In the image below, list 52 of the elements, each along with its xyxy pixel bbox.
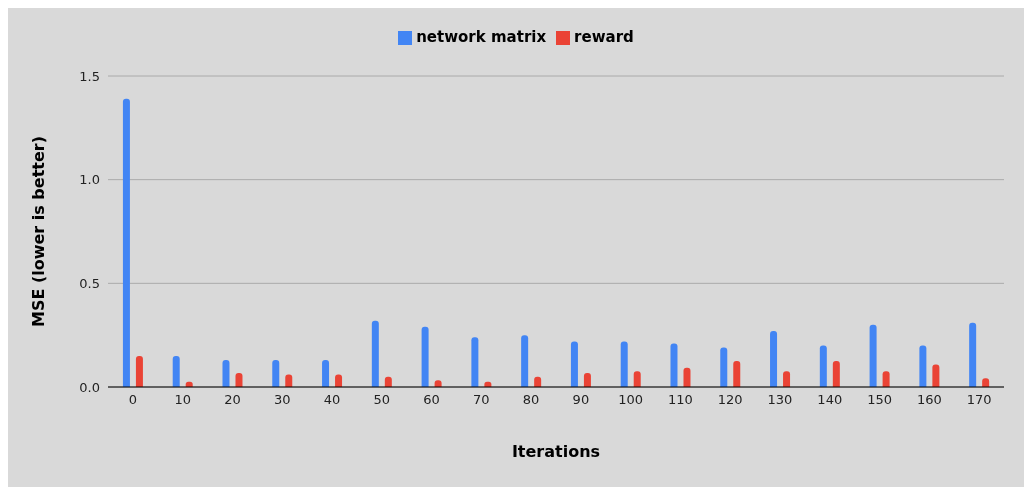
x-tick-label: 80 xyxy=(522,392,540,408)
bar xyxy=(720,347,728,387)
bar xyxy=(670,343,678,387)
x-tick-label: 160 xyxy=(916,392,942,408)
bar xyxy=(272,360,280,387)
bar xyxy=(882,371,890,387)
bar xyxy=(733,361,741,387)
x-tick-label: 10 xyxy=(174,392,191,408)
y-axis-title: MSE (lower is better) xyxy=(28,135,48,328)
x-tick-label: 0 xyxy=(128,392,138,408)
bar xyxy=(932,364,940,387)
x-tick-label: 150 xyxy=(867,392,892,408)
x-tick-label: 130 xyxy=(767,392,793,408)
x-tick-label: 90 xyxy=(572,392,590,408)
bar xyxy=(819,345,827,387)
x-tick-label: 120 xyxy=(717,392,743,408)
bar xyxy=(683,367,691,387)
bar xyxy=(869,324,877,387)
x-axis-title: Iterations xyxy=(511,442,601,461)
x-tick-label: 170 xyxy=(966,392,992,408)
bar xyxy=(371,320,379,387)
bar xyxy=(969,322,977,387)
legend-label: reward xyxy=(574,28,634,46)
bar xyxy=(783,371,791,387)
bar xyxy=(770,331,778,387)
bar xyxy=(620,341,628,387)
bar xyxy=(521,335,529,387)
bar xyxy=(222,360,230,387)
y-tick-label: 0.5 xyxy=(79,275,100,291)
x-tick-label: 50 xyxy=(373,392,391,408)
bar xyxy=(471,337,479,387)
bar xyxy=(570,341,578,387)
bar xyxy=(421,326,429,387)
x-tick-label: 60 xyxy=(423,392,440,408)
x-tick-label: 140 xyxy=(817,392,843,408)
y-tick-label: 0.0 xyxy=(79,379,100,395)
bar xyxy=(633,371,641,387)
bar xyxy=(832,361,840,387)
bar xyxy=(122,98,130,387)
bar xyxy=(135,355,143,387)
y-tick-label: 1.5 xyxy=(79,68,100,84)
y-tick-label: 1.0 xyxy=(79,172,100,188)
x-tick-label: 110 xyxy=(668,392,693,408)
x-tick-label: 30 xyxy=(273,392,291,408)
x-tick-label: 20 xyxy=(224,392,241,408)
bar xyxy=(322,360,330,387)
x-tick-label: 100 xyxy=(618,392,644,408)
bar xyxy=(919,345,927,387)
bar xyxy=(172,355,180,387)
x-tick-label: 70 xyxy=(473,392,490,408)
x-tick-label: 40 xyxy=(323,392,341,408)
legend-label: network matrix xyxy=(416,28,547,46)
